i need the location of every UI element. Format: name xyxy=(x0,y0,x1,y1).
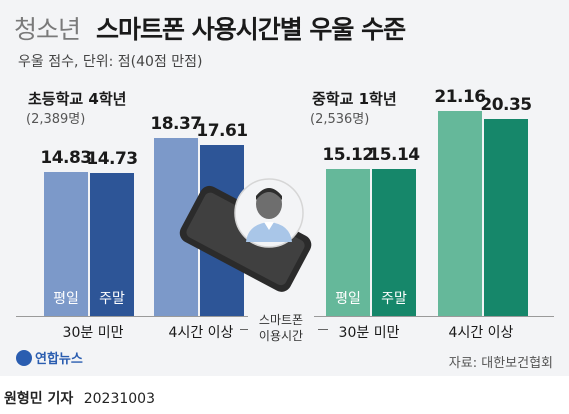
axis-label-line1: 스마트폰 xyxy=(258,313,304,327)
bar-1-1-1 xyxy=(484,118,528,316)
bar-1-0-0 xyxy=(326,169,370,316)
middle-sample-size: (2,536명) xyxy=(310,112,370,127)
bar-1-0-1 xyxy=(372,169,416,316)
axis-label-box: 스마트폰 이용시간 xyxy=(248,312,314,346)
series-label-1-1: 주말 xyxy=(381,291,407,307)
series-label-0-1: 주말 xyxy=(99,291,125,307)
phone-screen xyxy=(186,192,305,286)
series-label-0-0: 평일 xyxy=(53,291,79,307)
smartphone-illustration xyxy=(179,185,312,292)
person-avatar-icon xyxy=(234,178,304,248)
yonhap-logo-icon xyxy=(16,349,32,366)
axis-label-line2: 이용시간 xyxy=(258,329,304,343)
publish-date: 20231003 xyxy=(83,391,155,407)
elementary-group-title: 초등학교 4학년 xyxy=(28,90,127,108)
logo-text: 연합뉴스 xyxy=(35,352,83,367)
subtitle: 우울 점수, 단위: 점(40점 만점) xyxy=(18,54,203,70)
reporter-name: 원형민 기자 xyxy=(4,391,74,407)
elementary-sample-size: (2,389명) xyxy=(26,112,86,127)
series-label-1-0: 평일 xyxy=(335,291,361,307)
x-label-mid-30min: 30분 미만 xyxy=(338,325,400,341)
x-label-elem-4h: 4시간 이상 xyxy=(168,325,234,341)
value-label-1-1-1: 20.35 xyxy=(480,94,532,115)
axis-label-dash-left xyxy=(240,329,250,330)
title-bold: 스마트폰 사용시간별 우울 수준 xyxy=(96,15,406,44)
axis-label-dash-right xyxy=(318,329,328,330)
bar-1-1-0 xyxy=(438,110,482,316)
x-label-elem-30min: 30분 미만 xyxy=(62,325,124,341)
x-label-mid-4h: 4시간 이상 xyxy=(448,325,514,341)
value-label-1-1-0: 21.16 xyxy=(434,86,486,107)
bar-0-0-1 xyxy=(90,173,134,316)
value-label-0-0-1: 14.73 xyxy=(86,149,138,170)
logo: 연합뉴스 xyxy=(16,348,83,367)
value-label-0-1-0: 18.37 xyxy=(150,113,202,134)
byline: 원형민 기자 20231003 xyxy=(4,388,155,408)
middle-group-title: 중학교 1학년 xyxy=(312,90,397,108)
source-note: 자료: 대한보건협회 xyxy=(448,356,553,371)
value-label-1-0-1: 15.14 xyxy=(368,145,420,166)
value-label-0-0-0: 14.83 xyxy=(40,148,92,169)
title-light: 청소년 xyxy=(14,15,81,44)
bar-0-0-0 xyxy=(44,172,88,316)
value-label-1-0-0: 15.12 xyxy=(322,145,374,166)
value-label-0-1-1: 17.61 xyxy=(196,121,248,142)
